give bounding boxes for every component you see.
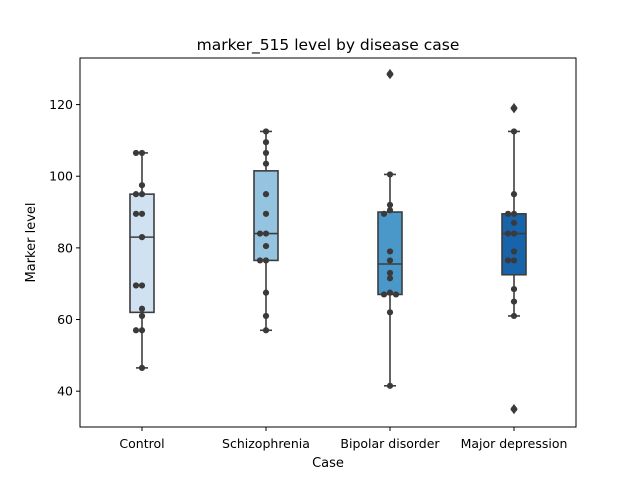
y-tick-label: 120 — [49, 97, 73, 112]
data-point — [510, 191, 518, 198]
data-point — [138, 149, 146, 157]
data-point — [386, 257, 394, 264]
data-point — [132, 282, 140, 289]
data-point — [386, 309, 394, 316]
data-point — [138, 364, 146, 371]
data-point — [262, 139, 270, 146]
data-point — [132, 191, 140, 198]
data-point — [510, 257, 518, 264]
data-point — [262, 210, 270, 217]
data-point — [386, 201, 394, 208]
data-point — [504, 257, 512, 264]
data-point — [262, 128, 270, 135]
data-point — [132, 327, 140, 334]
plot-area: 40 60 80 100 120 Control Schizophrenia Bipolar … — [49, 68, 568, 451]
data-point — [510, 298, 518, 305]
data-point — [256, 257, 264, 264]
data-point — [262, 312, 270, 320]
data-point — [386, 248, 394, 255]
data-point — [510, 405, 518, 413]
data-point — [132, 210, 140, 217]
y-tick-label: 60 — [57, 312, 73, 327]
x-tick-label: Major depression — [461, 436, 568, 451]
data-point — [262, 160, 270, 167]
data-point — [386, 171, 394, 178]
data-point — [256, 230, 264, 237]
data-point — [138, 312, 146, 320]
data-point — [138, 210, 146, 217]
data-point — [138, 305, 146, 312]
chart-title: marker_515 level by disease case — [197, 36, 460, 55]
y-tick-label: 100 — [49, 169, 73, 184]
x-tick-label: Schizophrenia — [222, 436, 310, 451]
data-point — [510, 312, 518, 320]
data-point — [138, 182, 146, 189]
data-point — [262, 327, 270, 334]
data-point — [504, 210, 512, 217]
data-point — [386, 275, 394, 282]
axes-frame — [79, 57, 577, 428]
data-point — [386, 71, 394, 78]
data-point — [504, 230, 512, 237]
data-point — [138, 282, 146, 289]
data-point — [262, 242, 270, 250]
x-tick-label: Control — [119, 436, 164, 451]
data-point — [386, 269, 394, 277]
data-point — [386, 207, 394, 214]
data-point — [510, 219, 518, 226]
data-point — [386, 289, 394, 296]
data-point — [262, 149, 270, 157]
data-point — [380, 210, 388, 217]
data-point — [392, 291, 400, 298]
y-tick-label: 40 — [57, 384, 73, 399]
data-point — [510, 210, 518, 217]
data-point — [132, 149, 140, 157]
data-point — [138, 191, 146, 198]
data-point — [262, 191, 270, 198]
data-point — [510, 128, 518, 135]
data-point — [262, 289, 270, 296]
data-point — [510, 105, 518, 112]
data-point — [262, 230, 270, 237]
data-point — [262, 257, 270, 264]
x-tick-label: Bipolar disorder — [340, 436, 440, 451]
data-point — [510, 230, 518, 237]
y-axis-label: Marker level — [24, 203, 39, 283]
data-point — [510, 285, 518, 293]
data-point — [380, 291, 388, 298]
data-point — [510, 248, 518, 255]
data-point — [138, 327, 146, 334]
data-point — [386, 382, 394, 389]
x-axis-label: Case — [312, 456, 344, 471]
y-tick-label: 80 — [57, 240, 73, 255]
data-point — [138, 234, 146, 241]
